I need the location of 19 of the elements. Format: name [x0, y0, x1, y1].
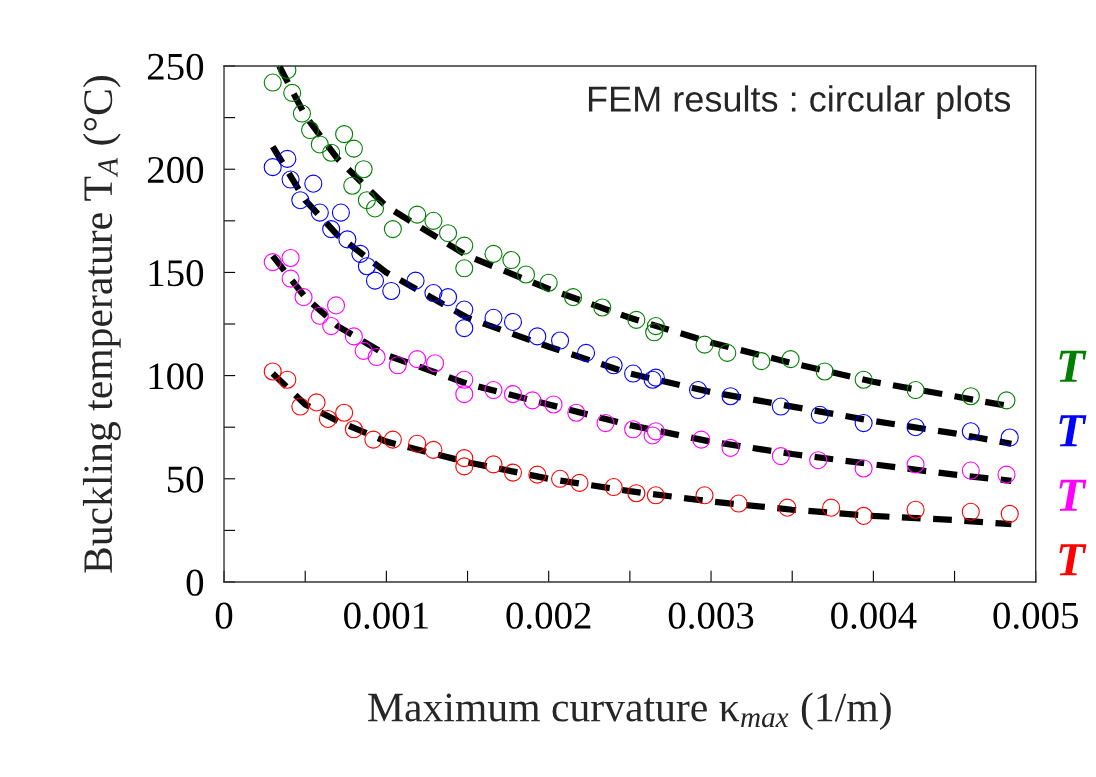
y-tick-label: 200: [147, 156, 204, 184]
x-tick-label: 0: [215, 602, 233, 629]
x-tick-label: 0.001: [344, 602, 428, 629]
x-tick-label: 0.003: [668, 602, 754, 629]
series-label: T: [1059, 544, 1087, 576]
series-label: T: [1059, 415, 1087, 447]
x-tick-label: 0.005: [993, 602, 1078, 629]
y-tick-label: 150: [149, 260, 204, 287]
y-axis-title: Buckling temperature T$_{A}$ (°C): [82, 76, 121, 573]
x-axis-title: Maximum curvature κ$_{max}$ (1/m): [368, 692, 891, 731]
x-tick-label: 0.004: [831, 602, 917, 629]
y-tick-label: 250: [147, 53, 204, 80]
series-label: T: [1059, 350, 1087, 382]
y-tick-label: 0: [186, 569, 204, 596]
y-tick-label: 100: [149, 363, 204, 390]
x-tick-label: 0.002: [506, 602, 591, 629]
y-tick-label: 50: [167, 466, 204, 493]
series-label: T: [1059, 479, 1087, 511]
annotation: FEM results : circular plots: [588, 85, 1011, 119]
